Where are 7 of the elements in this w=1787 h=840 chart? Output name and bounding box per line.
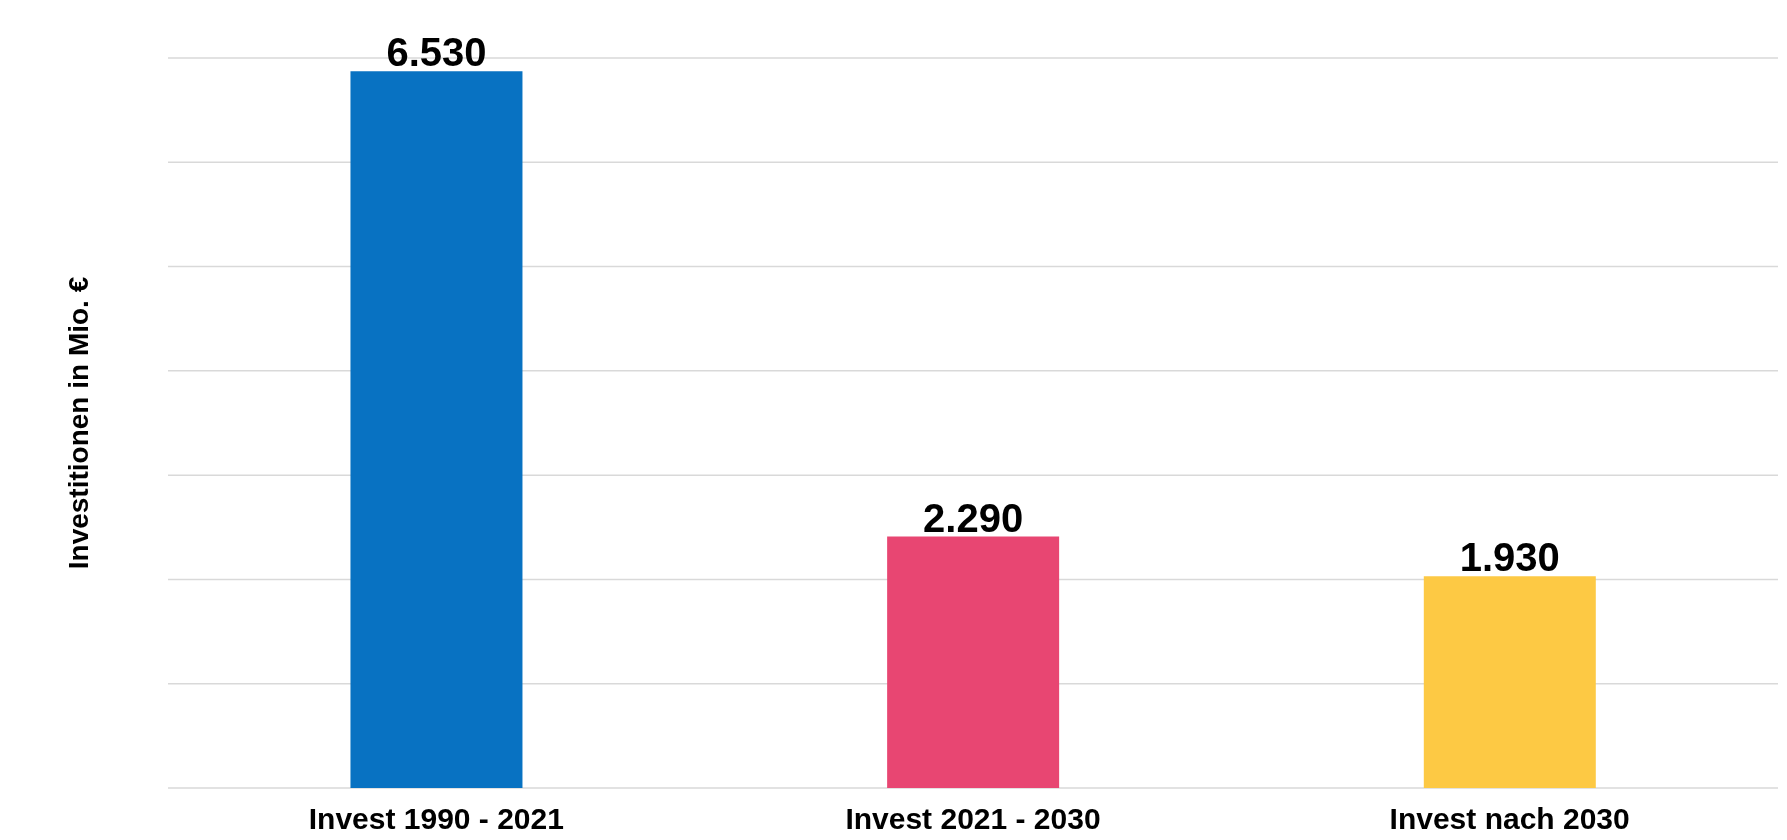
y-axis-title: Investitionen in Mio. €	[62, 276, 94, 570]
x-tick-label: Invest 1990 - 2021	[308, 802, 564, 836]
data-label: 2.290	[923, 495, 1024, 540]
x-tick-label: Invest nach 2030	[1389, 802, 1630, 836]
x-tick-label: Invest 2021 - 2030	[845, 802, 1101, 836]
data-label: 1.930	[1459, 535, 1560, 580]
data-label: 6.530	[386, 30, 487, 75]
